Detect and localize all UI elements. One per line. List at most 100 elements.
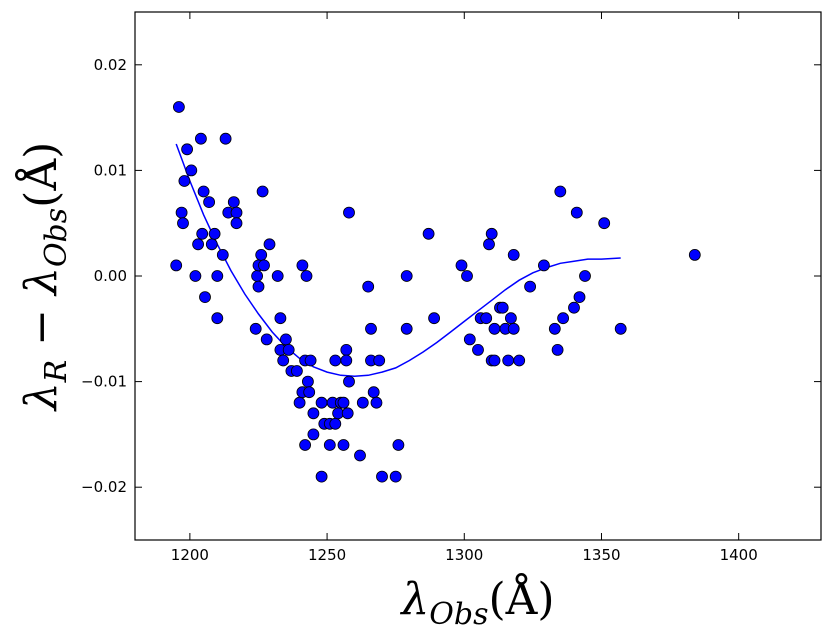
data-point bbox=[688, 248, 701, 261]
data-point bbox=[337, 396, 350, 409]
data-point bbox=[178, 175, 191, 187]
x-tick-label: 1350 bbox=[582, 546, 620, 564]
data-point bbox=[570, 206, 583, 219]
data-point bbox=[400, 270, 413, 282]
data-point bbox=[315, 396, 328, 409]
data-point bbox=[211, 312, 224, 325]
data-point bbox=[507, 322, 520, 335]
data-point bbox=[463, 333, 476, 346]
data-point bbox=[203, 196, 216, 209]
data-point bbox=[230, 217, 243, 230]
data-point bbox=[315, 470, 328, 483]
data-point bbox=[304, 354, 317, 367]
data-point bbox=[300, 270, 313, 282]
data-point bbox=[370, 396, 383, 409]
data-point bbox=[389, 470, 402, 483]
y-axis-label-symbol-2: λ bbox=[16, 267, 67, 297]
data-point bbox=[340, 343, 353, 356]
data-point bbox=[461, 270, 473, 282]
fit-curve bbox=[175, 143, 621, 378]
data-point bbox=[356, 396, 369, 409]
data-point bbox=[480, 312, 493, 325]
data-point bbox=[376, 470, 388, 483]
data-point bbox=[205, 238, 218, 251]
y-tick-label: −0.02 bbox=[81, 478, 127, 496]
data-point bbox=[172, 101, 185, 113]
data-point bbox=[513, 354, 526, 367]
data-point bbox=[343, 206, 355, 219]
data-point bbox=[199, 291, 211, 304]
data-point bbox=[256, 185, 269, 198]
data-point bbox=[554, 185, 567, 198]
data-point bbox=[211, 270, 224, 282]
data-point bbox=[227, 196, 240, 209]
data-point bbox=[392, 439, 405, 451]
data-point bbox=[614, 322, 627, 335]
y-axis-label-symbol-1: λ bbox=[16, 382, 67, 412]
y-axis-label-unit: (Å) bbox=[14, 142, 67, 208]
data-point bbox=[373, 354, 386, 367]
data-point bbox=[303, 386, 316, 399]
data-point bbox=[340, 354, 353, 367]
data-point bbox=[279, 333, 292, 346]
data-point bbox=[573, 291, 586, 304]
x-axis-label-unit: (Å) bbox=[488, 572, 554, 625]
data-point bbox=[538, 259, 550, 272]
data-point bbox=[337, 439, 350, 451]
y-axis-label-subscript-1: R bbox=[39, 360, 74, 384]
data-point bbox=[299, 439, 312, 451]
data-point bbox=[504, 312, 517, 325]
data-point bbox=[422, 227, 435, 240]
fit-curve-layer bbox=[175, 143, 621, 378]
data-point bbox=[170, 259, 183, 272]
data-point bbox=[263, 238, 276, 251]
data-point bbox=[365, 322, 377, 335]
data-point bbox=[271, 270, 284, 282]
y-axis-label: λR − λObs(Å) bbox=[14, 142, 74, 413]
data-point bbox=[307, 428, 320, 441]
data-points-layer bbox=[170, 101, 701, 483]
x-tick-label: 1400 bbox=[720, 546, 758, 564]
data-point bbox=[197, 185, 210, 198]
data-point bbox=[329, 354, 342, 367]
data-point bbox=[274, 312, 287, 325]
x-tick-label: 1200 bbox=[171, 546, 209, 564]
y-axis-label-minus: − bbox=[16, 295, 67, 360]
data-point bbox=[488, 354, 501, 367]
data-point bbox=[249, 322, 262, 335]
data-point bbox=[307, 407, 320, 420]
data-point bbox=[181, 143, 194, 156]
data-point bbox=[192, 238, 205, 251]
data-point bbox=[290, 365, 303, 377]
data-point bbox=[455, 259, 468, 272]
data-point bbox=[354, 449, 366, 462]
data-point bbox=[260, 333, 273, 346]
data-point bbox=[277, 354, 290, 367]
data-point bbox=[400, 322, 413, 335]
data-point bbox=[208, 227, 221, 240]
data-point bbox=[252, 280, 265, 293]
data-point bbox=[428, 312, 441, 325]
data-point bbox=[367, 386, 380, 399]
data-point bbox=[507, 248, 520, 261]
data-point bbox=[557, 312, 569, 325]
data-point bbox=[251, 270, 264, 282]
data-point bbox=[551, 343, 564, 356]
data-point bbox=[343, 375, 355, 388]
data-point bbox=[196, 227, 209, 240]
data-point bbox=[323, 439, 336, 451]
data-point bbox=[282, 343, 295, 356]
data-point bbox=[296, 259, 309, 272]
data-point bbox=[219, 132, 232, 145]
data-point bbox=[548, 322, 561, 335]
data-point bbox=[216, 248, 229, 261]
x-tick-label: 1250 bbox=[308, 546, 346, 564]
x-axis-label-subscript: Obs bbox=[429, 597, 488, 632]
data-point bbox=[496, 301, 509, 314]
y-tick-label: 0.02 bbox=[94, 56, 127, 74]
data-point bbox=[230, 206, 243, 219]
data-point bbox=[579, 270, 591, 282]
data-point bbox=[177, 217, 189, 230]
data-point bbox=[293, 396, 306, 409]
